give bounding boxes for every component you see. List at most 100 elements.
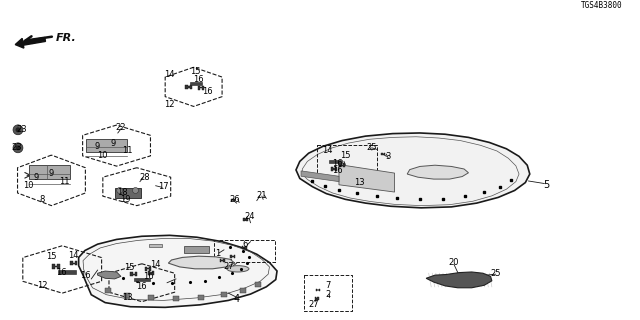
Text: FR.: FR. <box>56 33 77 43</box>
Bar <box>330 160 342 163</box>
Text: 25: 25 <box>490 269 501 278</box>
Text: 14: 14 <box>150 260 161 269</box>
Text: 10: 10 <box>23 181 33 190</box>
Polygon shape <box>131 272 137 276</box>
Bar <box>221 292 227 297</box>
Text: 6: 6 <box>243 240 248 249</box>
Text: 28: 28 <box>139 173 150 182</box>
Text: 12: 12 <box>36 281 47 290</box>
Bar <box>29 165 70 180</box>
Text: 26: 26 <box>229 195 240 204</box>
Bar <box>148 295 154 300</box>
Text: 16: 16 <box>136 282 147 291</box>
Bar <box>86 139 127 152</box>
Text: 15: 15 <box>124 263 134 272</box>
Polygon shape <box>220 259 225 262</box>
Text: 9: 9 <box>49 169 54 178</box>
Text: 1: 1 <box>215 249 220 258</box>
Polygon shape <box>301 171 339 182</box>
Text: 16: 16 <box>332 166 343 175</box>
Text: 11: 11 <box>59 177 69 186</box>
Text: 13: 13 <box>122 293 132 302</box>
Text: 23: 23 <box>17 125 27 134</box>
Bar <box>134 278 150 281</box>
Text: 13: 13 <box>354 178 365 187</box>
Bar <box>191 83 202 85</box>
Text: 7: 7 <box>325 281 330 290</box>
Bar <box>58 270 76 274</box>
Text: 17: 17 <box>158 182 168 191</box>
Polygon shape <box>407 165 468 179</box>
Text: 16: 16 <box>202 87 213 96</box>
Bar <box>173 296 179 301</box>
Polygon shape <box>339 164 394 192</box>
Text: 2: 2 <box>325 290 330 299</box>
Polygon shape <box>296 133 530 208</box>
Text: 5: 5 <box>543 180 549 190</box>
Bar <box>240 288 246 293</box>
Polygon shape <box>70 261 77 265</box>
Polygon shape <box>198 86 204 90</box>
Text: 4: 4 <box>234 293 239 303</box>
Circle shape <box>132 188 138 193</box>
Polygon shape <box>242 246 246 249</box>
Text: 19: 19 <box>120 195 131 204</box>
Text: 18: 18 <box>118 188 128 196</box>
Polygon shape <box>331 167 337 171</box>
Text: 11: 11 <box>122 146 132 155</box>
Text: 24: 24 <box>244 212 255 221</box>
Text: 15: 15 <box>189 68 200 76</box>
Polygon shape <box>145 267 151 271</box>
Text: 22: 22 <box>116 124 126 132</box>
Text: 16: 16 <box>79 271 90 280</box>
Text: 15: 15 <box>340 151 351 160</box>
Bar <box>255 282 261 287</box>
Text: 14: 14 <box>68 251 79 260</box>
Bar <box>124 293 131 298</box>
Text: 27: 27 <box>223 262 234 271</box>
Text: 16: 16 <box>193 75 204 84</box>
Polygon shape <box>381 153 385 156</box>
Polygon shape <box>230 198 235 201</box>
Polygon shape <box>316 289 320 291</box>
Text: 20: 20 <box>449 258 460 267</box>
Text: 9: 9 <box>110 139 115 148</box>
Polygon shape <box>230 255 236 258</box>
Circle shape <box>15 127 20 132</box>
Text: 3: 3 <box>385 152 391 161</box>
Circle shape <box>15 145 20 150</box>
Circle shape <box>116 188 123 193</box>
Polygon shape <box>168 256 235 269</box>
Text: 14: 14 <box>164 70 175 79</box>
Text: 16: 16 <box>56 268 67 277</box>
Polygon shape <box>315 297 319 300</box>
Text: TGS4B3800: TGS4B3800 <box>580 1 622 10</box>
Text: 12: 12 <box>164 100 175 109</box>
Text: 25: 25 <box>367 143 377 152</box>
Text: 27: 27 <box>308 300 319 309</box>
Polygon shape <box>79 235 277 308</box>
Text: 10: 10 <box>97 151 108 160</box>
Circle shape <box>13 125 23 135</box>
Text: 15: 15 <box>46 252 57 261</box>
Bar <box>198 295 204 300</box>
Bar <box>149 244 162 247</box>
Text: 21: 21 <box>257 191 267 200</box>
Polygon shape <box>243 218 248 221</box>
Polygon shape <box>52 264 60 269</box>
Text: 16: 16 <box>143 272 154 281</box>
Polygon shape <box>186 84 192 89</box>
Text: 23: 23 <box>12 143 22 152</box>
Polygon shape <box>426 272 492 288</box>
Text: 14: 14 <box>323 147 333 156</box>
Circle shape <box>13 143 23 153</box>
Bar <box>106 288 111 293</box>
Polygon shape <box>339 163 345 167</box>
Ellipse shape <box>227 266 249 272</box>
Text: 9: 9 <box>33 173 38 182</box>
Text: 16: 16 <box>332 159 343 168</box>
Polygon shape <box>97 271 121 279</box>
Bar <box>115 188 141 198</box>
Bar <box>184 246 209 253</box>
Text: 8: 8 <box>39 196 45 204</box>
